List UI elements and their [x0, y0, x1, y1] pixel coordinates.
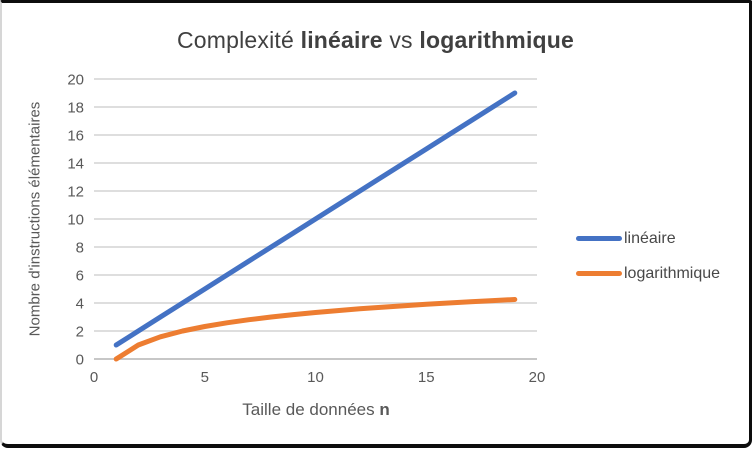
title-text-regular-1: Complexité: [176, 27, 301, 53]
y-tick-label-2: 2: [76, 324, 84, 341]
legend-marker-lineaire: [576, 236, 622, 241]
legend-marker-logarithmique: [576, 271, 622, 276]
y-tick-label-12: 12: [67, 184, 84, 201]
y-tick-label-16: 16: [67, 128, 84, 145]
x-axis-title-label: Taille de données: [242, 400, 380, 419]
legend-label-logarithmique: logarithmique: [624, 264, 721, 282]
y-tick-label-8: 8: [76, 240, 84, 257]
y-tick-label-14: 14: [67, 156, 84, 173]
title-text-regular-2: vs: [382, 27, 420, 53]
x-axis-title: Taille de données n: [242, 400, 389, 420]
legend-label-lineaire: linéaire: [624, 229, 676, 247]
series-line-linéaire: [113, 90, 518, 348]
y-axis-title-label: Nombre d'instructions élémentaires: [26, 101, 44, 337]
y-tick-label-20: 20: [67, 72, 84, 89]
x-tick-label-15: 15: [418, 369, 435, 386]
x-tick-label-0: 0: [90, 369, 98, 386]
legend-item-lineaire: linéaire: [576, 228, 720, 249]
y-axis-title: Nombre d'instructions élémentaires: [27, 102, 44, 337]
x-tick-label-10: 10: [307, 369, 324, 386]
y-tick-label-0: 0: [76, 352, 84, 369]
legend: linéaire logarithmique: [576, 228, 720, 284]
y-tick-label-4: 4: [76, 296, 84, 313]
chart-title: Complexité linéaire vs logarithmique: [177, 27, 574, 54]
legend-item-logarithmique: logarithmique: [576, 263, 720, 284]
y-tick-label-18: 18: [67, 100, 84, 117]
title-text-bold-1: linéaire: [300, 27, 383, 53]
x-axis-title-bold-n: n: [379, 400, 390, 419]
title-text-bold-2: logarithmique: [419, 27, 575, 53]
y-tick-label-6: 6: [76, 268, 84, 285]
x-tick-label-20: 20: [529, 369, 546, 386]
y-tick-label-10: 10: [67, 212, 84, 229]
x-tick-label-5: 5: [201, 369, 209, 386]
series-line-logarithmique: [113, 297, 518, 362]
